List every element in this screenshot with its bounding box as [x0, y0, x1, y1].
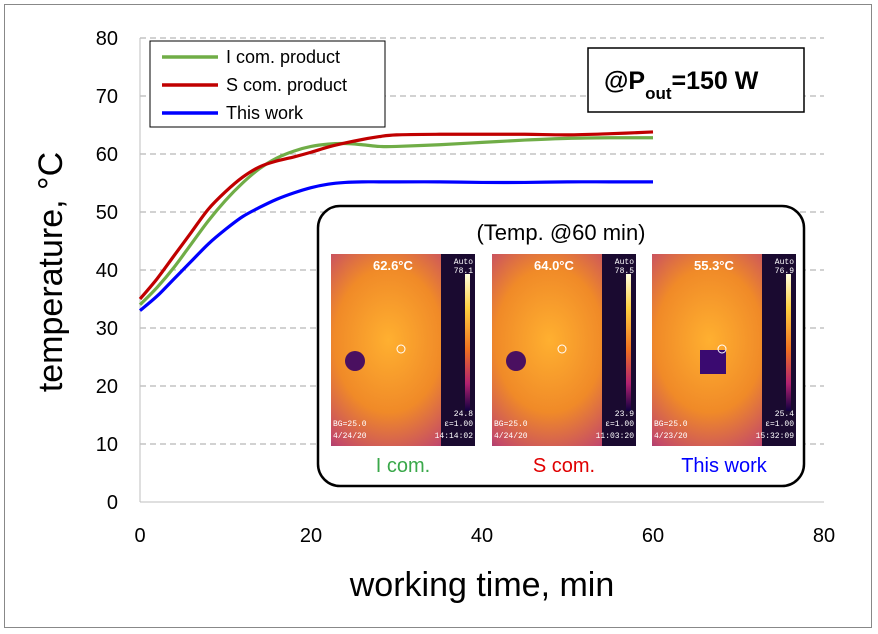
y-tick-label: 30 [96, 318, 118, 340]
y-tick-label: 0 [107, 492, 118, 514]
thermal-scale-max: 78.1 [454, 267, 473, 276]
y-tick-label: 80 [96, 28, 118, 50]
figure-frame [4, 4, 872, 628]
x-tick-label: 60 [642, 525, 664, 547]
thermal-image-label: I com. [376, 455, 430, 477]
crosshair-icon [557, 344, 567, 354]
thermal-scale-max: 76.9 [775, 267, 794, 276]
annotation-text: @Pout=150 W [604, 67, 759, 103]
series-line-1 [138, 130, 654, 301]
thermal-date: 4/24/20 [333, 432, 367, 441]
thermal-time: 15:32:09 [756, 432, 795, 441]
thermal-emissivity-label: ε=1.00 [765, 420, 794, 429]
thermal-temp-reading: 55.3°C [694, 258, 735, 273]
thermal-temp-reading: 64.0°C [534, 258, 575, 273]
thermal-scale-max: 78.5 [615, 267, 634, 276]
thermal-time: 11:03:20 [596, 432, 635, 441]
y-tick-label: 60 [96, 144, 118, 166]
thermal-bg-label: BG=25.0 [333, 420, 367, 429]
legend-entry: S com. product [226, 75, 347, 95]
crosshair-icon [717, 344, 727, 354]
thermal-hotspot [345, 351, 365, 371]
crosshair-icon [396, 344, 406, 354]
thermal-image-label: S com. [533, 455, 595, 477]
x-tick-label: 40 [471, 525, 493, 547]
thermal-scale-min: 25.4 [775, 410, 794, 419]
legend-entry: This work [226, 103, 304, 123]
thermal-time: 14:14:02 [435, 432, 474, 441]
inset-title: (Temp. @60 min) [476, 220, 645, 245]
series-line-0 [138, 136, 654, 306]
thermal-scale-min: 23.9 [615, 410, 634, 419]
thermal-scale-bar [465, 274, 470, 411]
x-tick-label: 80 [813, 525, 835, 547]
thermal-scale-bar [786, 274, 791, 411]
y-tick-label: 40 [96, 260, 118, 282]
thermal-bg-label: BG=25.0 [654, 420, 688, 429]
thermal-hotspot [506, 351, 526, 371]
thermal-hotspot-dark [700, 350, 726, 374]
x-tick-label: 0 [134, 525, 145, 547]
thermal-emissivity-label: ε=1.00 [605, 420, 634, 429]
y-axis-label: temperature, °C [32, 152, 70, 392]
thermal-temp-reading: 62.6°C [373, 258, 414, 273]
y-tick-label: 50 [96, 202, 118, 224]
thermal-auto-label: Auto [615, 258, 634, 267]
thermal-date: 4/23/20 [654, 432, 688, 441]
thermal-auto-label: Auto [775, 258, 794, 267]
annotation-box [587, 47, 805, 113]
thermal-date: 4/24/20 [494, 432, 528, 441]
legend-entry: I com. product [226, 47, 340, 67]
x-tick-label: 20 [300, 525, 322, 547]
x-axis-label: working time, min [349, 566, 615, 604]
thermal-image-label: This work [681, 455, 768, 477]
thermal-auto-label: Auto [454, 258, 473, 267]
thermal-scale-min: 24.8 [454, 410, 473, 419]
thermal-emissivity-label: ε=1.00 [444, 420, 473, 429]
thermal-scale-bar [626, 274, 631, 411]
thermal-bg-label: BG=25.0 [494, 420, 528, 429]
y-tick-label: 70 [96, 86, 118, 108]
y-tick-label: 10 [96, 434, 118, 456]
series-line-2 [138, 180, 653, 312]
y-tick-label: 20 [96, 376, 118, 398]
